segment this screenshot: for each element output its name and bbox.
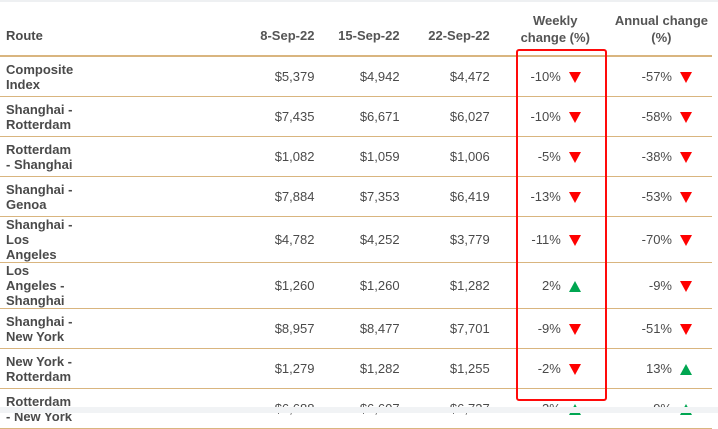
up-arrow-icon	[568, 281, 581, 293]
weekly-change: -10%	[489, 56, 601, 97]
down-arrow-icon	[680, 324, 692, 336]
route-name: Shanghai - New York	[0, 308, 74, 349]
rate-22-sep: $1,255	[399, 348, 490, 389]
table-row: Rotterdam - Shanghai $1,082 $1,059 $1,00…	[0, 136, 712, 177]
rate-22-sep: $4,472	[399, 56, 490, 97]
table-row: Composite Index $5,379 $4,942 $4,472 -10…	[0, 56, 712, 97]
rate-15-sep: $1,282	[314, 348, 400, 389]
down-arrow-icon	[568, 152, 581, 164]
down-arrow-icon	[568, 72, 581, 84]
route-name: Rotterdam - Shanghai	[0, 136, 74, 177]
header-row: Route 8-Sep-22 15-Sep-22 22-Sep-22 Weekl…	[0, 2, 712, 57]
weekly-change-value: -11%	[531, 232, 561, 247]
annual-change: 13%	[600, 348, 712, 389]
weekly-change-value: -10%	[530, 109, 561, 124]
rate-8-sep: $5,379	[73, 56, 315, 97]
rate-15-sep: $1,260	[314, 262, 400, 309]
down-arrow-icon	[680, 281, 692, 293]
down-arrow-icon	[568, 324, 581, 336]
rate-8-sep: $1,279	[73, 348, 315, 389]
header-weekly-change: Weekly change (%)	[489, 2, 601, 57]
down-arrow-icon	[680, 152, 692, 164]
rate-15-sep: $7,353	[314, 176, 400, 217]
down-arrow-icon	[568, 235, 581, 247]
route-name: Shanghai - Rotterdam	[0, 96, 74, 137]
rate-15-sep: $4,942	[314, 56, 400, 97]
route-name: Shanghai - Los Angeles	[0, 216, 74, 263]
rate-15-sep: $4,252	[314, 216, 400, 263]
annual-change: -57%	[600, 56, 712, 97]
annual-change-value: -58%	[641, 109, 672, 124]
annual-change-value: -9%	[648, 278, 672, 293]
rate-8-sep: $4,782	[73, 216, 315, 263]
rate-22-sep: $3,779	[399, 216, 490, 263]
weekly-change: -9%	[489, 308, 601, 349]
header-15-sep: 15-Sep-22	[314, 2, 400, 57]
rate-22-sep: $7,701	[399, 308, 490, 349]
annual-change-value: -38%	[641, 149, 672, 164]
weekly-change: -5%	[489, 136, 601, 177]
rate-15-sep: $8,477	[314, 308, 400, 349]
weekly-change-value: -10%	[530, 69, 561, 84]
annual-change-value: -51%	[641, 321, 672, 336]
rate-15-sep: $6,671	[314, 96, 400, 137]
header-8-sep: 8-Sep-22	[73, 2, 315, 57]
annual-change-value: 13%	[645, 361, 672, 376]
down-arrow-icon	[680, 192, 692, 204]
top-border	[0, 0, 718, 2]
rate-22-sep: $6,419	[399, 176, 490, 217]
route-name: Composite Index	[0, 56, 74, 97]
rate-15-sep: $1,059	[314, 136, 400, 177]
rate-8-sep: $1,260	[73, 262, 315, 309]
annual-change-value: -53%	[641, 189, 672, 204]
weekly-change: -13%	[489, 176, 601, 217]
down-arrow-icon	[568, 112, 581, 124]
bottom-strip	[0, 407, 718, 413]
annual-change: -51%	[600, 308, 712, 349]
weekly-change: 2%	[489, 262, 601, 309]
annual-change: -9%	[600, 262, 712, 309]
up-arrow-icon	[680, 364, 692, 376]
rate-22-sep: $1,282	[399, 262, 490, 309]
weekly-change: -11%	[489, 216, 601, 263]
rate-8-sep: $8,957	[73, 308, 315, 349]
rate-8-sep: $1,082	[73, 136, 315, 177]
down-arrow-icon	[680, 235, 692, 247]
rate-8-sep: $7,435	[73, 96, 315, 137]
table-row: Shanghai - Los Angeles $4,782 $4,252 $3,…	[0, 216, 712, 263]
rate-22-sep: $1,006	[399, 136, 490, 177]
route-name: Los Angeles - Shanghai	[0, 262, 74, 309]
weekly-change-value: -5%	[537, 149, 561, 164]
route-name: New York - Rotterdam	[0, 348, 74, 389]
header-22-sep: 22-Sep-22	[399, 2, 490, 57]
annual-change-value: -57%	[641, 69, 672, 84]
annual-change: -70%	[600, 216, 712, 263]
weekly-change-value: 2%	[542, 278, 561, 293]
weekly-change-value: -9%	[537, 321, 561, 336]
annual-change: -38%	[600, 136, 712, 177]
table-row: Los Angeles - Shanghai $1,260 $1,260 $1,…	[0, 262, 712, 309]
rate-8-sep: $7,884	[73, 176, 315, 217]
table-row: Shanghai - Genoa $7,884 $7,353 $6,419 -1…	[0, 176, 712, 217]
annual-change: -53%	[600, 176, 712, 217]
weekly-change-value: -13%	[530, 189, 561, 204]
down-arrow-icon	[568, 192, 581, 204]
route-name: Shanghai - Genoa	[0, 176, 74, 217]
annual-change-value: -70%	[641, 232, 672, 247]
weekly-change: -2%	[489, 348, 601, 389]
weekly-change: -10%	[489, 96, 601, 137]
table-row: Shanghai - New York $8,957 $8,477 $7,701…	[0, 308, 712, 349]
weekly-change-value: -2%	[537, 361, 561, 376]
down-arrow-icon	[568, 364, 581, 376]
annual-change: -58%	[600, 96, 712, 137]
header-route: Route	[0, 2, 74, 57]
down-arrow-icon	[680, 72, 692, 84]
down-arrow-icon	[680, 112, 692, 124]
table-row: Shanghai - Rotterdam $7,435 $6,671 $6,02…	[0, 96, 712, 137]
rate-22-sep: $6,027	[399, 96, 490, 137]
table-row: New York - Rotterdam $1,279 $1,282 $1,25…	[0, 348, 712, 389]
header-annual-change: Annual change (%)	[600, 2, 712, 57]
